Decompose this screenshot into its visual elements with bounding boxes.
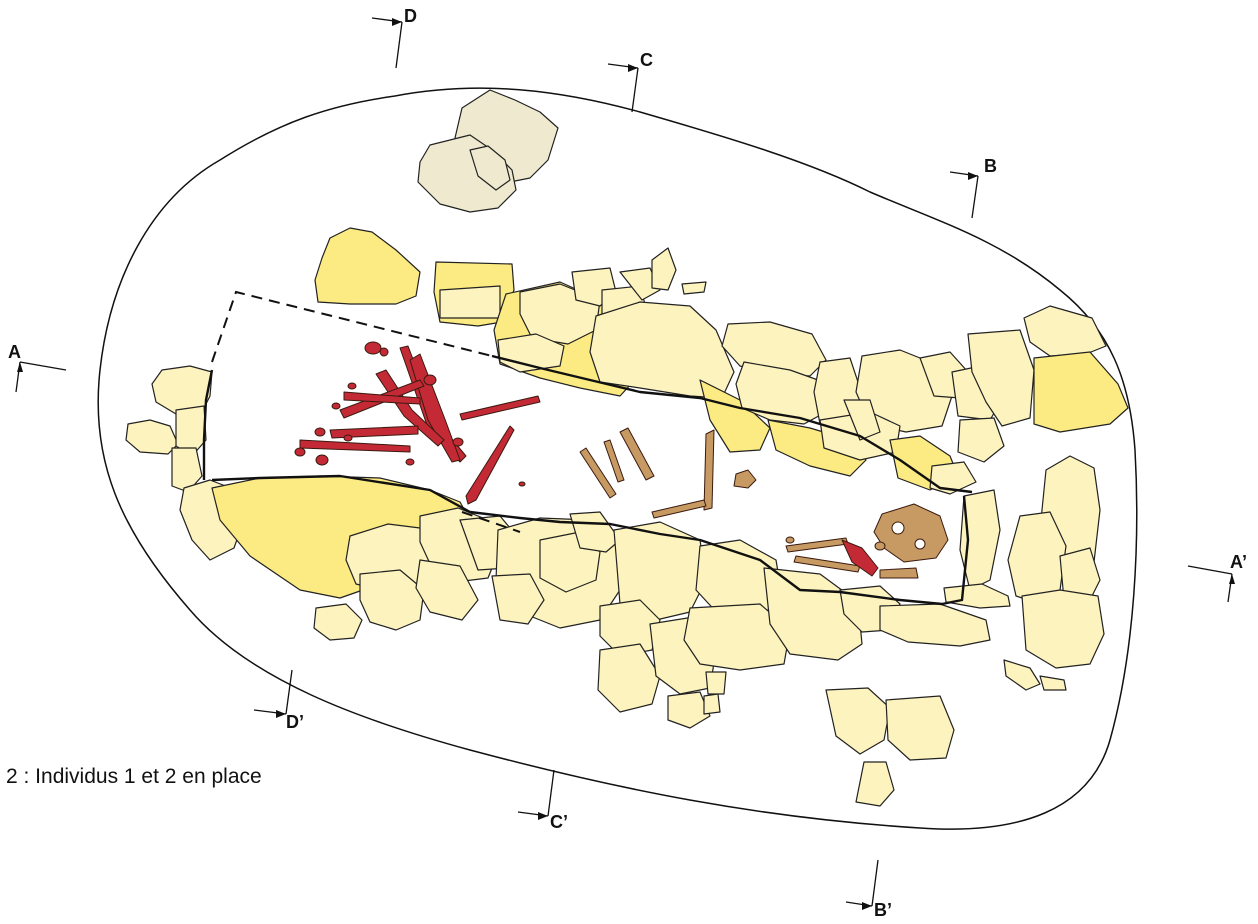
section-label-A-prime: A’ [1230,552,1247,572]
section-marker-D-prime: D’ [253,669,304,732]
section-label-D: D [404,6,417,26]
individual-1-near-skull [841,539,879,577]
section-marker-A: A [8,342,67,393]
section-label-B-prime: B’ [874,900,892,920]
left-stones [125,365,247,561]
upper-edge-stones [493,247,1129,495]
section-label-A: A [8,342,21,362]
right-stones [825,455,1105,807]
section-label-D-prime: D’ [286,712,304,732]
individual-2-skull-interior [891,521,926,550]
burial-edge-lower [211,474,970,606]
dashed-limit [211,290,493,363]
section-marker-B: B [949,156,997,219]
section-marker-A-prime: A’ [1187,552,1247,603]
section-label-B: B [984,156,997,176]
section-marker-C: C [607,50,653,113]
section-marker-D: D [371,6,417,69]
upper-left-stones [314,227,515,327]
lower-edge-stones [313,507,991,729]
pit-outline [97,87,1138,830]
burial-edge-left [202,369,214,480]
figure-caption: 2 : Individus 1 et 2 en place [6,765,262,788]
dashed-limit-lower [461,511,521,533]
section-label-C: C [640,50,653,70]
burial-edge-upper [491,354,973,494]
individual-1-bones [294,341,541,505]
section-marker-B-prime: B’ [845,859,892,920]
section-marker-C-prime: C’ [517,769,568,832]
section-label-C-prime: C’ [550,812,568,832]
grey-stone-cluster [417,89,559,213]
individual-2-bones [579,427,949,579]
